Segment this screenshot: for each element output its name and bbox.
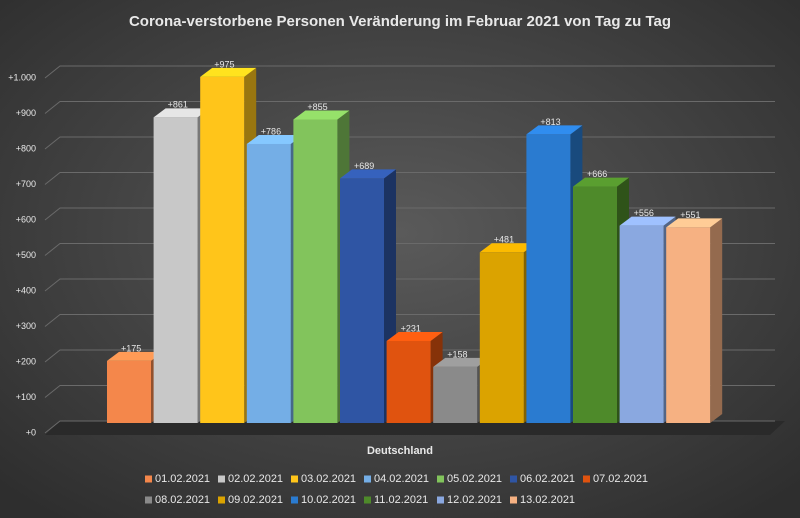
value-label: +666 [587, 169, 607, 179]
bar-top [386, 331, 443, 341]
legend-swatch [291, 475, 298, 483]
y-tick-label: +300 [16, 321, 36, 331]
grid-line [44, 65, 775, 79]
bar [666, 227, 711, 423]
y-tick-label: +1.000 [8, 72, 36, 82]
legend-swatch [145, 496, 152, 504]
bar [386, 340, 431, 423]
value-label: +861 [168, 100, 188, 110]
value-label: +975 [214, 59, 234, 69]
y-tick-label: +0 [26, 427, 36, 437]
legend-label: 03.02.2021 [301, 473, 356, 485]
legend-swatch [510, 496, 517, 504]
bar [246, 143, 291, 423]
x-category-label: Deutschland [367, 445, 433, 457]
legend-swatch [510, 475, 517, 483]
bar [107, 360, 151, 423]
grid-line [44, 101, 775, 114]
bar-side [710, 218, 723, 423]
y-tick-label: +900 [16, 108, 36, 118]
legend-label: 07.02.2021 [593, 473, 648, 485]
legend-swatch [145, 475, 152, 483]
floor [45, 421, 785, 435]
legend-swatch [364, 496, 371, 504]
legend-label: 09.02.2021 [228, 494, 283, 506]
bar-top [479, 243, 536, 253]
bar [619, 225, 664, 423]
y-tick-label: +800 [16, 143, 36, 153]
legend-label: 05.02.2021 [447, 473, 502, 485]
bar-top [619, 216, 676, 226]
value-label: +551 [680, 210, 700, 220]
legend-swatch [437, 496, 444, 504]
y-tick-label: +200 [16, 356, 36, 366]
legend-swatch [364, 475, 371, 483]
bar [433, 366, 478, 423]
value-label: +481 [494, 235, 514, 245]
value-label: +813 [540, 117, 560, 127]
y-tick-label: +700 [16, 179, 36, 189]
legend-swatch [291, 496, 298, 504]
legend-label: 01.02.2021 [155, 473, 210, 485]
bar-top [107, 351, 163, 361]
bar [479, 252, 524, 423]
value-label: +231 [401, 323, 421, 333]
y-tick-label: +600 [16, 214, 36, 224]
bar [293, 119, 338, 423]
bar [200, 76, 245, 423]
bar [526, 134, 571, 423]
bar [153, 117, 198, 423]
value-label: +175 [121, 343, 141, 353]
bar-top [433, 357, 490, 367]
legend-label: 04.02.2021 [374, 473, 429, 485]
legend-label: 11.02.2021 [374, 494, 428, 506]
value-label: +855 [307, 102, 327, 112]
legend-label: 06.02.2021 [520, 473, 575, 485]
value-label: +786 [261, 126, 281, 136]
legend-swatch [437, 475, 444, 483]
y-tick-label: +100 [16, 392, 36, 402]
legend-swatch [218, 496, 225, 504]
bar [573, 186, 617, 423]
bar-top [293, 110, 350, 120]
bar-top [153, 108, 210, 118]
legend-label: 13.02.2021 [520, 494, 575, 506]
bar [340, 178, 384, 423]
bar-top [573, 177, 629, 187]
bar-top [666, 218, 723, 228]
legend-label: 02.02.2021 [228, 473, 283, 485]
bar-top [200, 67, 257, 77]
legend-label: 12.02.2021 [447, 494, 502, 506]
value-label: +158 [447, 349, 467, 359]
bar-top [526, 125, 583, 135]
bar-top [340, 169, 396, 179]
y-tick-label: +500 [16, 250, 36, 260]
value-label: +556 [634, 208, 654, 218]
value-label: +689 [354, 161, 374, 171]
legend-swatch [583, 475, 590, 483]
legend-label: 10.02.2021 [301, 494, 356, 506]
legend-swatch [218, 475, 225, 483]
y-tick-label: +400 [16, 285, 36, 295]
chart-title: Corona-verstorbene Personen Veränderung … [129, 13, 671, 30]
legend-label: 08.02.2021 [155, 494, 210, 506]
bar-top [246, 134, 303, 144]
